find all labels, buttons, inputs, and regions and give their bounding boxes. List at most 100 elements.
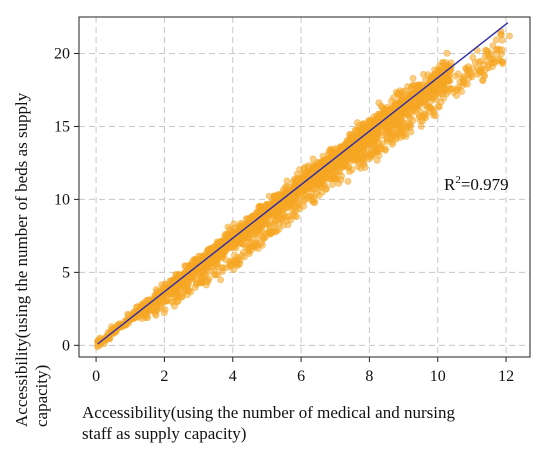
scatter-point [183, 282, 191, 290]
scatter-point [218, 254, 226, 262]
scatter-point [416, 117, 424, 125]
scatter-point [258, 241, 266, 249]
scatter-point [396, 123, 404, 131]
scatter-point [482, 66, 489, 73]
y-tick-label: 10 [54, 191, 70, 208]
scatter-point [224, 223, 232, 231]
scatter-point [231, 251, 238, 259]
scatter-point [506, 32, 513, 40]
y-tick-label: 5 [62, 264, 70, 281]
scatter-point [250, 224, 258, 231]
scatter-point [386, 136, 394, 143]
scatter-point [202, 271, 209, 279]
scatter-point [438, 62, 446, 70]
x-axis-title-line-2: staff as supply capacity) [82, 424, 246, 443]
scatter-point [309, 198, 317, 206]
scatter-point [395, 113, 403, 120]
scatter-point [492, 36, 500, 44]
scatter-point [255, 228, 263, 236]
scatter-point [309, 155, 317, 163]
scatter-point [296, 191, 304, 199]
x-tick-label: 10 [430, 368, 446, 385]
y-tick-label: 15 [54, 118, 70, 135]
scatter-point [479, 76, 486, 84]
scatter-point [396, 97, 404, 104]
scatter-point [310, 180, 318, 187]
scatter-point [427, 105, 435, 112]
scatter-point [333, 161, 341, 169]
scatter-point [495, 45, 503, 53]
scatter-point [454, 70, 462, 78]
scatter-point [217, 276, 224, 284]
scatter-point [344, 177, 352, 185]
scatter-point [454, 83, 462, 91]
scatter-point [169, 298, 177, 306]
scatter-point [178, 293, 186, 301]
scatter-point [237, 240, 244, 247]
scatter-point [418, 91, 426, 98]
y-axis-title-line-2: capacity) [32, 365, 51, 427]
scatter-point [207, 268, 215, 275]
scatter-point [375, 99, 383, 107]
scatter-point [279, 186, 287, 194]
scatter-point [372, 113, 380, 121]
scatter-point [468, 73, 476, 81]
scatter-point [351, 145, 359, 153]
scatter-point [402, 133, 410, 140]
scatter-point [152, 296, 160, 304]
scatter-point [298, 179, 305, 187]
x-tick-label: 8 [365, 368, 373, 385]
scatter-point [414, 98, 422, 105]
scatter-point [407, 121, 414, 129]
x-axis-title: Accessibility(using the number of medica… [82, 403, 455, 422]
scatter-point [301, 185, 309, 192]
scatter-point [497, 31, 505, 39]
scatter-point [198, 279, 206, 286]
scatter-point [482, 46, 489, 54]
scatter-point [420, 71, 427, 78]
scatter-point [469, 54, 477, 61]
y-tick-label: 20 [54, 45, 70, 62]
scatter-point [262, 230, 269, 238]
scatter-point [475, 58, 483, 66]
scatter-point [288, 186, 296, 194]
scatter-point [388, 111, 396, 119]
x-tick-label: 4 [229, 368, 237, 385]
scatter-point [279, 199, 287, 207]
scatter-point [230, 224, 238, 232]
annotation-value: =0.979 [461, 175, 509, 194]
scatter-point [315, 192, 323, 199]
scatter-point [370, 137, 378, 145]
scatter-point [272, 192, 279, 200]
scatter-point [359, 143, 367, 151]
scatter-point [245, 234, 253, 241]
x-tick-label: 6 [297, 368, 305, 385]
scatter-point [360, 160, 368, 168]
scatter-point [360, 121, 367, 128]
scatter-point [157, 302, 165, 310]
scatter-point [378, 110, 386, 118]
scatter-point [447, 85, 455, 92]
scatter-point [227, 257, 235, 265]
scatter-point [341, 162, 349, 170]
scatter-point [283, 177, 291, 185]
scatter-point [191, 283, 199, 291]
scatter-point [346, 135, 354, 143]
scatter-point [409, 75, 417, 82]
scatter-point [289, 206, 296, 214]
scatter-point [417, 123, 425, 130]
regression-line [97, 22, 509, 345]
scatter-point [351, 155, 358, 163]
x-tick-label: 0 [92, 368, 100, 385]
scatter-point [249, 242, 257, 250]
r-squared-annotation: R2=0.979 [444, 174, 509, 194]
scatter-point [435, 103, 443, 111]
scatter-point [185, 262, 193, 270]
x-tick-label: 2 [160, 368, 168, 385]
scatter-point [273, 226, 280, 234]
scatter-point [286, 198, 293, 206]
scatter-point [432, 112, 439, 120]
scatter-point [343, 151, 351, 159]
scatter-point [422, 84, 430, 92]
